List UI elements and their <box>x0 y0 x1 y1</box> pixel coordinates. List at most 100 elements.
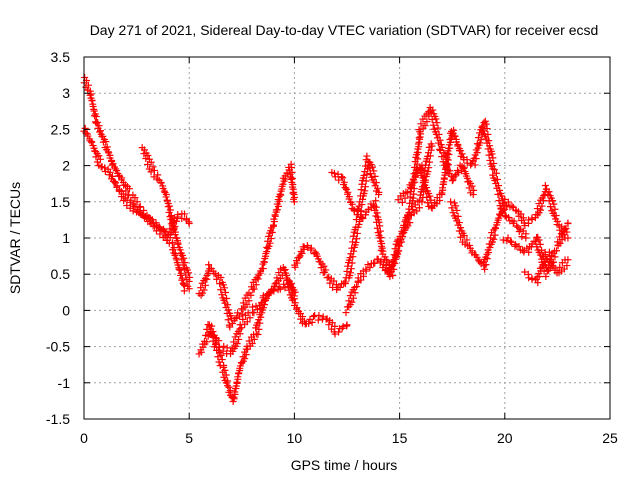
y-tick-label: -1 <box>58 375 71 391</box>
data-point <box>280 266 288 274</box>
data-point <box>356 217 364 225</box>
data-point <box>205 321 213 329</box>
data-point <box>461 168 469 176</box>
data-point <box>217 286 225 294</box>
data-point <box>215 337 223 345</box>
data-point <box>156 230 164 238</box>
data-point <box>415 204 423 212</box>
data-point <box>269 221 277 229</box>
data-point <box>352 238 360 246</box>
data-point <box>338 324 346 332</box>
data-point <box>457 233 465 241</box>
data-point <box>129 207 137 215</box>
data-point <box>353 229 361 237</box>
data-point <box>231 390 239 398</box>
data-point <box>490 166 498 174</box>
data-point <box>439 186 447 194</box>
data-point <box>432 130 440 138</box>
data-point <box>320 262 328 270</box>
data-point <box>185 277 193 285</box>
data-point <box>338 173 346 181</box>
data-point <box>289 289 297 297</box>
data-point <box>556 263 564 271</box>
data-point <box>563 262 571 270</box>
data-point <box>326 279 334 287</box>
data-point <box>159 182 167 190</box>
data-point <box>356 192 364 200</box>
y-tick-label: 3.5 <box>51 49 71 65</box>
data-point <box>177 269 185 277</box>
data-point <box>533 273 541 281</box>
series-trace-2 <box>80 124 193 244</box>
data-point <box>171 228 179 236</box>
data-point <box>270 218 278 226</box>
data-point <box>547 253 555 261</box>
series-trace-5 <box>195 160 298 331</box>
data-point <box>492 180 500 188</box>
data-point <box>564 234 572 242</box>
data-point <box>90 105 98 113</box>
data-point <box>313 252 321 260</box>
data-point <box>370 203 378 211</box>
data-point <box>181 259 189 267</box>
series-trace-10 <box>394 117 530 242</box>
data-point <box>339 174 347 182</box>
data-point <box>551 205 559 213</box>
data-point <box>407 185 415 193</box>
data-point <box>491 224 499 232</box>
data-point <box>550 212 558 220</box>
data-point <box>344 262 352 270</box>
x-tick-label: 10 <box>287 430 303 446</box>
data-point <box>157 226 165 234</box>
data-point <box>133 198 141 206</box>
data-marks <box>80 73 572 406</box>
data-point <box>543 185 551 193</box>
data-point <box>252 281 260 289</box>
data-point <box>203 271 211 279</box>
data-point <box>468 182 476 190</box>
data-point <box>202 331 210 339</box>
data-point <box>490 235 498 243</box>
data-point <box>195 350 203 358</box>
data-point <box>255 316 263 324</box>
data-point <box>482 135 490 143</box>
data-point <box>440 175 448 183</box>
data-point <box>131 194 139 202</box>
data-point <box>436 197 444 205</box>
data-point <box>362 265 370 273</box>
data-point <box>91 112 99 120</box>
data-point <box>438 191 446 199</box>
data-point <box>311 248 319 256</box>
data-point <box>334 170 342 178</box>
data-point <box>372 212 380 220</box>
data-point <box>414 145 422 153</box>
data-point <box>411 171 419 179</box>
data-point <box>265 242 273 250</box>
data-point <box>482 261 490 269</box>
data-point <box>469 191 477 199</box>
data-point <box>86 137 94 145</box>
data-point <box>161 227 169 235</box>
data-point <box>410 176 418 184</box>
data-point <box>288 284 296 292</box>
data-point <box>361 187 369 195</box>
data-point <box>348 244 356 252</box>
series-trace-13 <box>521 248 572 287</box>
data-point <box>218 356 226 364</box>
data-point <box>347 265 355 273</box>
data-point <box>268 228 276 236</box>
data-point <box>564 220 572 228</box>
data-point <box>274 202 282 210</box>
data-point <box>489 171 497 179</box>
data-point <box>447 198 455 206</box>
data-point <box>245 297 253 305</box>
data-point <box>445 141 453 149</box>
data-point <box>255 271 263 279</box>
data-point <box>97 127 105 135</box>
data-point <box>556 226 564 234</box>
data-point <box>513 222 521 230</box>
data-point <box>494 190 502 198</box>
data-point <box>250 309 258 317</box>
data-point <box>489 165 497 173</box>
data-point <box>233 340 241 348</box>
